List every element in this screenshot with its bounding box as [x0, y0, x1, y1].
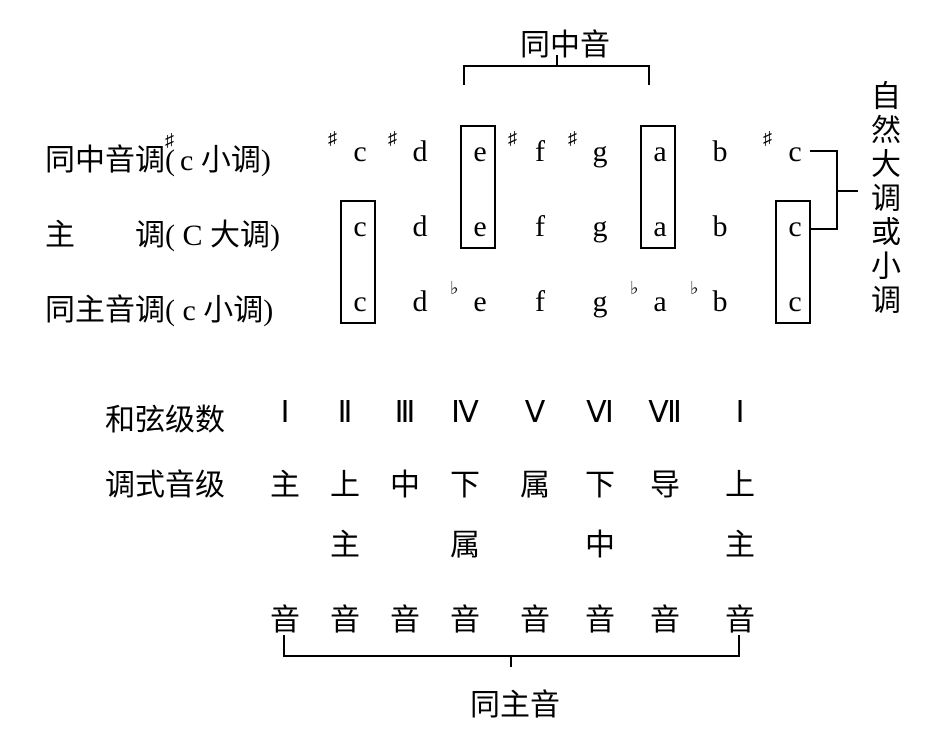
- acc-r1c8: ♯: [763, 128, 772, 149]
- note-r1c2: d: [400, 135, 440, 169]
- deg1-2: 上: [325, 460, 365, 504]
- note-r1c7: b: [700, 135, 740, 169]
- row3-label: 同主音调( c 小调): [45, 285, 273, 329]
- degree-label: 调式音级: [105, 460, 225, 504]
- deg1-4: 下: [445, 460, 485, 504]
- chord-degree-label: 和弦级数: [105, 395, 225, 439]
- row1-label-a: 同中音调(: [45, 135, 175, 179]
- note-r2c5: g: [580, 210, 620, 244]
- deg1-3: 中: [385, 460, 425, 504]
- row2-label: 主 调( C 大调): [45, 210, 280, 254]
- bracket-top-stem: [556, 55, 558, 65]
- acc-r1c5: ♯: [568, 128, 577, 149]
- deg3-8: 音: [720, 595, 760, 639]
- bracket-bot-v1: [283, 635, 285, 655]
- deg2-2: 主: [325, 520, 365, 564]
- note-r1c4: f: [520, 135, 560, 169]
- chord-2: Ⅱ: [325, 395, 365, 430]
- acc-r3c6: ♭: [630, 278, 639, 299]
- chord-4: Ⅳ: [445, 395, 485, 430]
- acc-r1c1: ♯: [328, 128, 337, 149]
- deg3-5: 音: [515, 595, 555, 639]
- chord-1: Ⅰ: [265, 395, 305, 430]
- sidebar-vertical-text: 自然大调或小调: [860, 80, 904, 318]
- box-col1-r2r3: [340, 200, 376, 324]
- acc-r1c2: ♯: [388, 128, 397, 149]
- side-conn-out: [838, 190, 858, 192]
- bracket-bot-v2: [738, 635, 740, 655]
- note-r2c7: b: [700, 210, 740, 244]
- deg3-6: 音: [580, 595, 620, 639]
- acc-r3c3: ♭: [450, 278, 459, 299]
- note-r1c1: c: [340, 135, 380, 169]
- row1-label-b: c 小调): [180, 135, 271, 179]
- title-same-tonic: 同主音: [470, 680, 560, 724]
- bracket-top-v2: [648, 65, 650, 85]
- note-r2c4: f: [520, 210, 560, 244]
- deg1-7: 导: [645, 460, 685, 504]
- deg3-3: 音: [385, 595, 425, 639]
- deg2-4: 属: [445, 520, 485, 564]
- deg2-6: 中: [580, 520, 620, 564]
- deg1-6: 下: [580, 460, 620, 504]
- deg3-4: 音: [445, 595, 485, 639]
- bracket-bot-stem: [510, 655, 512, 667]
- deg1-5: 属: [515, 460, 555, 504]
- chord-3: Ⅲ: [385, 395, 425, 430]
- title-same-mediant: 同中音: [520, 20, 610, 64]
- deg1-8: 上: [720, 460, 760, 504]
- note-r3c4: f: [520, 285, 560, 319]
- chord-8: Ⅰ: [720, 395, 760, 430]
- acc-r1c4: ♯: [508, 128, 517, 149]
- bracket-top-v1: [463, 65, 465, 85]
- note-r1c8: c: [775, 135, 815, 169]
- note-r2c2: d: [400, 210, 440, 244]
- chord-6: Ⅵ: [580, 395, 620, 430]
- chord-5: Ⅴ: [515, 395, 555, 430]
- deg1-1: 主: [265, 460, 305, 504]
- chord-7: Ⅶ: [645, 395, 685, 430]
- deg3-1: 音: [265, 595, 305, 639]
- bracket-top-h: [463, 65, 650, 67]
- deg3-2: 音: [325, 595, 365, 639]
- box-col3-r1r2: [460, 125, 496, 249]
- box-col8-r2r3: [775, 200, 811, 324]
- note-r3c7: b: [700, 285, 740, 319]
- note-r3c6: a: [640, 285, 680, 319]
- acc-r3c7: ♭: [690, 278, 699, 299]
- row1-sharp-icon: ♯: [165, 130, 174, 151]
- deg3-7: 音: [645, 595, 685, 639]
- note-r3c5: g: [580, 285, 620, 319]
- note-r3c3: e: [460, 285, 500, 319]
- side-conn2: [810, 228, 838, 230]
- side-conn1: [810, 150, 838, 152]
- deg2-8: 主: [720, 520, 760, 564]
- note-r1c5: g: [580, 135, 620, 169]
- note-r3c2: d: [400, 285, 440, 319]
- box-col6-r1r2: [640, 125, 676, 249]
